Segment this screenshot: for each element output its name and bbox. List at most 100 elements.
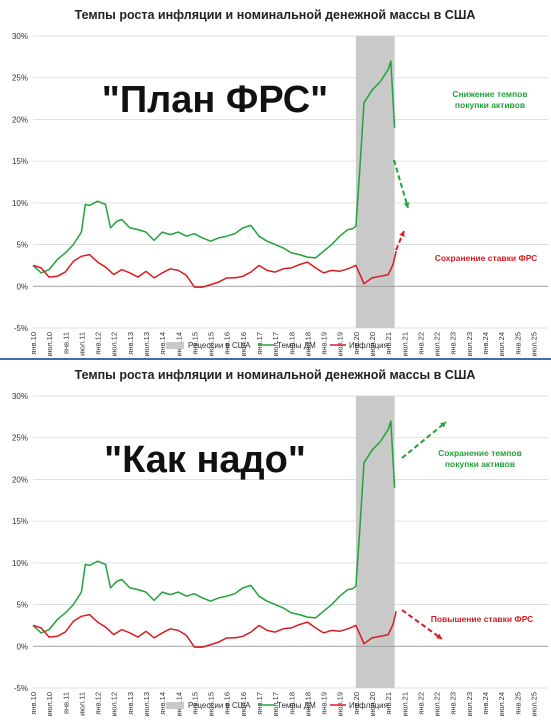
legend-swatch-recession [166,702,184,709]
legend-label-recession: Рецессии в США [188,341,251,350]
legend-label-money: Темпы ДМ [277,701,316,710]
y-tick-label: 30% [12,32,28,41]
x-tick-label: янв.16 [223,332,232,355]
x-tick-label: июл.20 [368,332,377,356]
x-tick-label: июл.21 [400,692,409,716]
x-tick-label: янв.12 [94,692,103,715]
x-tick-label: янв.19 [320,692,329,715]
y-tick-label: 20% [12,115,28,124]
x-tick-label: янв.11 [61,332,70,354]
inflation-line [32,251,397,288]
x-tick-label: июл.24 [497,692,506,716]
chart-needed: Темпы роста инфляции и номинальной денеж… [12,368,548,716]
y-tick-label: 25% [12,74,28,83]
x-tick-label: янв.17 [255,692,264,715]
x-tick-label: июл.13 [142,692,151,716]
x-tick-label: июл.18 [303,332,312,356]
x-tick-label: июл.12 [110,332,119,356]
y-tick-label: -5% [14,324,28,333]
x-tick-label: янв.13 [126,692,135,715]
x-tick-label: июл.17 [271,692,280,716]
x-tick-label: июл.20 [368,692,377,716]
y-tick-label: 0% [16,282,28,291]
arrow-head [436,633,442,639]
projection-arrow-inflation [401,609,443,640]
legend-label-inflation: Инфляция [349,341,388,350]
x-tick-label: июл.16 [239,692,248,716]
arrow-head [399,231,405,237]
x-tick-label: янв.10 [29,332,38,355]
x-tick-label: янв.14 [158,332,167,355]
x-tick-label: янв.21 [384,332,393,355]
x-tick-label: июл.15 [207,692,216,716]
recession-band [355,36,395,328]
x-tick-label: янв.24 [481,692,490,715]
x-tick-label: янв.24 [481,332,490,355]
legend-label-money: Темпы ДМ [277,341,316,350]
legend-label-inflation: Инфляция [349,701,388,710]
chart-panel-plan: Темпы роста инфляции и номинальной денеж… [0,0,551,360]
x-tick-label: янв.16 [223,692,232,715]
chart-panel-needed: Темпы роста инфляции и номинальной денеж… [0,360,551,720]
x-tick-label: янв.17 [255,332,264,355]
x-tick-label: янв.25 [513,332,522,355]
money-growth-line [32,60,396,274]
x-tick-label: янв.23 [449,692,458,715]
x-tick-label: янв.10 [29,692,38,715]
chart-plan: Темпы роста инфляции и номинальной денеж… [12,8,548,356]
annotation-red: Сохранение ставки ФРС [435,253,538,263]
x-tick-label: янв.20 [352,692,361,715]
x-tick-label: янв.15 [190,692,199,715]
x-tick-label: июл.16 [239,332,248,356]
x-tick-label: июл.10 [45,692,54,716]
x-tick-label: июл.22 [433,692,442,716]
x-tick-label: янв.14 [158,692,167,715]
annotation-green: Сохранение темпов покупки активов [438,448,522,469]
y-tick-label: 10% [12,559,28,568]
x-tick-label: июл.11 [77,692,86,716]
x-tick-label: янв.12 [94,332,103,355]
panel-divider [0,358,551,361]
overlay-title: "План ФРС" [102,79,328,121]
x-tick-label: июл.25 [529,332,538,356]
x-tick-label: июл.21 [400,332,409,356]
x-tick-label: янв.21 [384,692,393,715]
x-tick-label: июл.23 [465,692,474,716]
arrow-head [403,202,410,208]
y-tick-label: -5% [14,684,28,693]
x-tick-label: янв.18 [287,692,296,715]
x-tick-label: июл.11 [77,332,86,356]
x-tick-label: июл.19 [336,692,345,716]
y-tick-label: 25% [12,434,28,443]
x-tick-label: июл.13 [142,332,151,356]
x-tick-label: июл.24 [497,332,506,356]
overlay-title: "Как надо" [104,439,306,481]
x-tick-label: июл.15 [207,332,216,356]
x-tick-label: янв.15 [190,332,199,355]
x-tick-label: янв.23 [449,332,458,355]
annotation-green: Снижение темпов покупки активов [452,89,527,110]
y-tick-label: 15% [12,517,28,526]
x-tick-label: июл.22 [433,332,442,356]
x-tick-label: янв.22 [416,692,425,715]
annotation-red: Повышение ставки ФРС [431,614,534,624]
x-tick-label: июл.23 [465,332,474,356]
inflation-line [32,611,397,648]
x-tick-label: янв.19 [320,332,329,355]
x-tick-label: янв.18 [287,332,296,355]
y-tick-label: 15% [12,157,28,166]
x-tick-label: июл.12 [110,692,119,716]
y-tick-label: 5% [16,241,28,250]
x-tick-label: янв.11 [61,692,70,714]
legend-label-recession: Рецессии в США [188,701,251,710]
projection-arrow-money [393,159,409,209]
chart-title: Темпы роста инфляции и номинальной денеж… [75,368,476,382]
chart-title: Темпы роста инфляции и номинальной денеж… [75,8,476,22]
y-tick-label: 5% [16,601,28,610]
arrow-head [440,422,446,428]
legend-swatch-recession [166,342,184,349]
x-tick-label: янв.13 [126,332,135,355]
y-tick-label: 30% [12,392,28,401]
x-tick-label: янв.22 [416,332,425,355]
x-tick-label: янв.25 [513,692,522,715]
